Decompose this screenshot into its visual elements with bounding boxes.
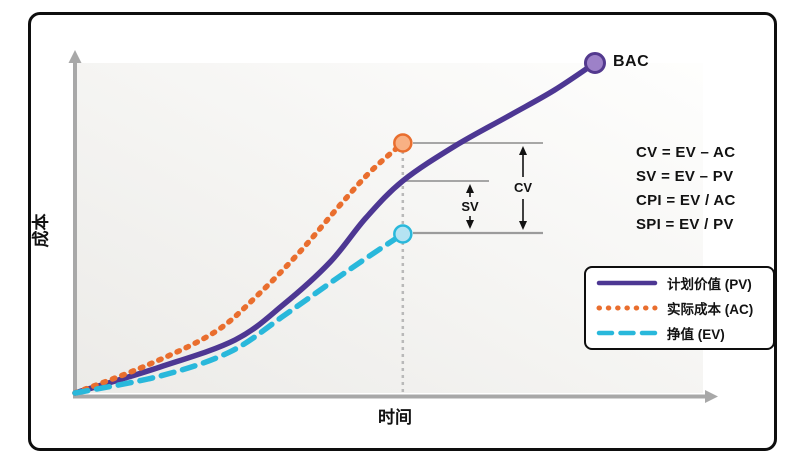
bac-label: BAC [613, 53, 650, 70]
x-axis-label: 时间 [378, 408, 412, 427]
sv-arrow-down-icon [466, 220, 474, 229]
x-axis-arrow-icon [705, 390, 718, 403]
pv-curve [72, 60, 598, 396]
sv-label: SV [461, 199, 479, 214]
sv-arrow-up-icon [466, 184, 474, 193]
legend-label-ev: 挣值 (EV) [667, 327, 725, 342]
ev-curve [72, 231, 406, 396]
ac-marker [393, 133, 413, 153]
formula-sv: SV = EV – PV [636, 168, 734, 185]
pv-line-swatch-icon [596, 280, 658, 286]
ev-line-swatch-icon [596, 330, 658, 336]
formula-cpi: CPI = EV / AC [636, 192, 736, 209]
y-axis-label: 成本 [31, 213, 51, 248]
legend-item-pv: 计划价值 (PV) [596, 273, 763, 293]
ev-marker [393, 224, 413, 244]
ac-curve [72, 140, 406, 396]
bac-marker [583, 52, 606, 74]
legend: 计划价值 (PV) 实际成本 (AC) 挣值 (EV) [584, 266, 775, 350]
legend-label-ac: 实际成本 (AC) [667, 302, 754, 317]
legend-item-ev: 挣值 (EV) [596, 323, 763, 343]
formula-block: CV = EV – AC SV = EV – PV CPI = EV / AC … [636, 141, 736, 237]
cv-label: CV [513, 180, 533, 195]
y-axis-arrow-icon [68, 50, 82, 63]
formula-spi: SPI = EV / PV [636, 216, 734, 233]
cv-arrow-down-icon [519, 221, 527, 230]
legend-item-ac: 实际成本 (AC) [596, 298, 763, 318]
legend-label-pv: 计划价值 (PV) [667, 277, 752, 292]
cv-arrow-up-icon [519, 146, 527, 155]
formula-cv: CV = EV – AC [636, 144, 736, 161]
ac-line-swatch-icon [596, 305, 658, 311]
